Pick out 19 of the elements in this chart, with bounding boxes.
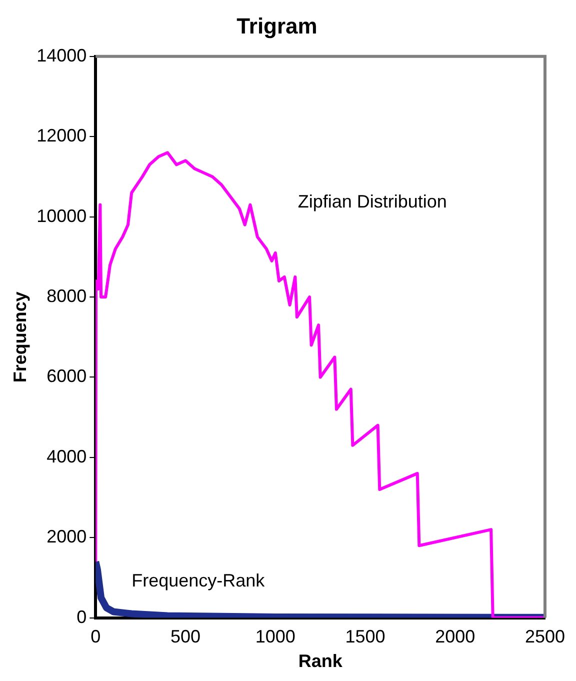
x-axis-title: Rank — [298, 651, 344, 672]
y-tick-label: 2000 — [46, 526, 87, 547]
y-tick-label: 12000 — [36, 126, 87, 146]
y-tick-label: 0 — [76, 606, 87, 627]
chart-title: Trigram — [236, 13, 318, 38]
x-tick-label: 500 — [170, 626, 201, 647]
y-axis-title: Frequency — [10, 292, 30, 383]
y-tick-label: 6000 — [46, 366, 87, 386]
x-tick-label: 0 — [90, 626, 101, 647]
series-label: Frequency-Rank — [132, 570, 266, 590]
x-tick-label: 1500 — [345, 626, 386, 647]
y-tick-label: 4000 — [46, 446, 87, 466]
x-tick-label: 2000 — [435, 626, 476, 647]
text: Zipfian Distribution — [298, 191, 447, 212]
x-tick-label: 1000 — [255, 626, 296, 647]
x-tick-label: 2500 — [524, 626, 565, 647]
y-tick-label: 10000 — [36, 206, 87, 226]
y-tick-label: 14000 — [36, 45, 87, 66]
y-tick-label: 8000 — [46, 286, 87, 306]
